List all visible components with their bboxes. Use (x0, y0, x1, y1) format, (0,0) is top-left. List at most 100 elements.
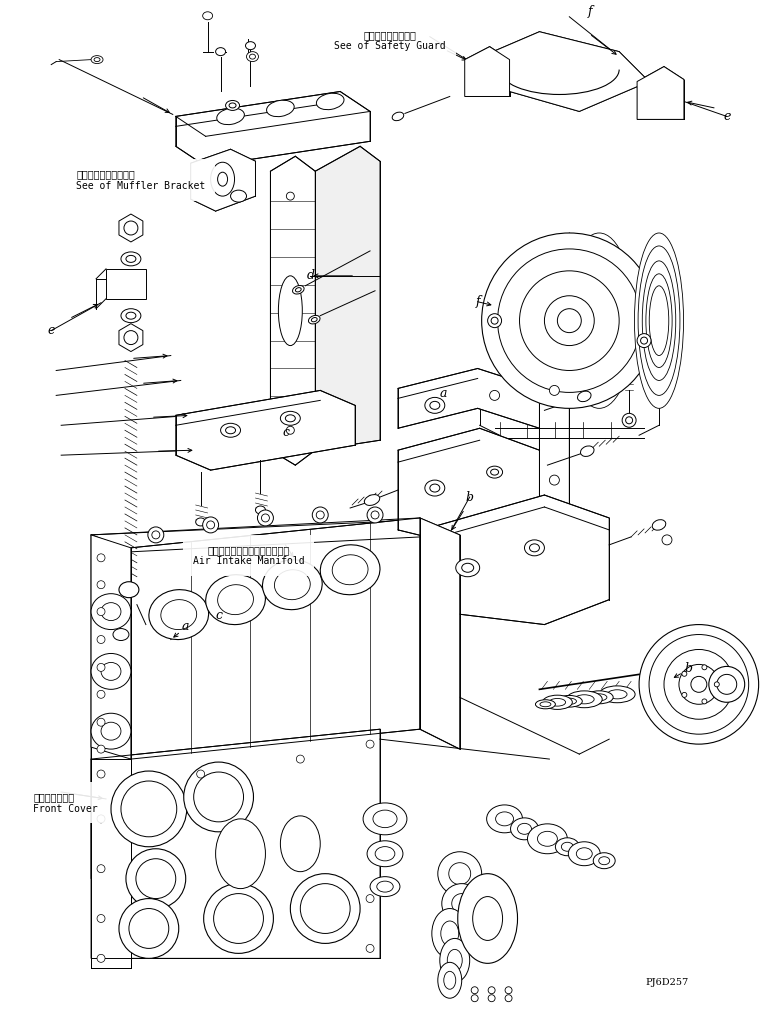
Circle shape (366, 895, 374, 903)
Circle shape (126, 849, 186, 908)
Text: c: c (283, 426, 290, 439)
Circle shape (488, 995, 495, 1002)
Ellipse shape (456, 559, 480, 577)
Circle shape (258, 510, 274, 526)
Polygon shape (119, 214, 143, 242)
Ellipse shape (316, 93, 344, 110)
Ellipse shape (91, 713, 131, 749)
Polygon shape (176, 92, 370, 166)
Ellipse shape (652, 520, 666, 530)
Ellipse shape (568, 842, 601, 866)
Circle shape (702, 699, 707, 704)
Ellipse shape (94, 58, 100, 62)
Ellipse shape (575, 261, 623, 380)
Text: PJ6D257: PJ6D257 (645, 978, 689, 987)
Text: a: a (182, 621, 190, 633)
Circle shape (491, 317, 498, 324)
Polygon shape (470, 31, 649, 111)
Ellipse shape (447, 949, 463, 972)
Ellipse shape (281, 816, 320, 872)
Ellipse shape (564, 233, 635, 409)
Ellipse shape (216, 819, 265, 889)
Circle shape (505, 987, 512, 994)
Ellipse shape (537, 831, 557, 847)
Circle shape (97, 554, 105, 562)
Circle shape (682, 692, 687, 697)
Circle shape (286, 192, 295, 200)
Polygon shape (176, 390, 355, 470)
Ellipse shape (367, 840, 403, 867)
Circle shape (366, 741, 374, 748)
Polygon shape (465, 46, 510, 97)
Ellipse shape (274, 570, 310, 599)
Ellipse shape (444, 972, 456, 989)
Ellipse shape (206, 575, 265, 625)
Text: エアーインテークマニホールド
Air Intake Manifold: エアーインテークマニホールド Air Intake Manifold (193, 545, 305, 566)
Ellipse shape (577, 391, 591, 402)
Polygon shape (91, 730, 380, 959)
Circle shape (682, 671, 687, 676)
Ellipse shape (226, 101, 240, 110)
Circle shape (505, 995, 512, 1002)
Ellipse shape (221, 424, 241, 437)
Ellipse shape (425, 398, 445, 414)
Ellipse shape (245, 41, 255, 49)
Ellipse shape (438, 852, 482, 896)
Polygon shape (91, 759, 131, 969)
Text: e: e (723, 110, 730, 123)
Ellipse shape (231, 190, 247, 202)
Ellipse shape (642, 261, 675, 380)
Ellipse shape (452, 894, 472, 913)
Ellipse shape (377, 881, 393, 892)
Ellipse shape (292, 286, 304, 294)
Circle shape (97, 664, 105, 671)
Circle shape (97, 955, 105, 963)
Circle shape (625, 417, 633, 424)
Circle shape (204, 884, 274, 954)
Circle shape (296, 755, 305, 763)
Circle shape (550, 475, 560, 485)
Ellipse shape (392, 112, 404, 121)
Ellipse shape (203, 12, 213, 20)
Text: e: e (48, 324, 55, 337)
Ellipse shape (635, 233, 684, 409)
Ellipse shape (487, 466, 503, 478)
Circle shape (471, 987, 478, 994)
Circle shape (261, 514, 269, 522)
Circle shape (550, 385, 560, 396)
Circle shape (490, 390, 500, 401)
Polygon shape (271, 156, 315, 465)
Circle shape (97, 718, 105, 726)
Ellipse shape (365, 494, 380, 506)
Circle shape (471, 995, 478, 1002)
Ellipse shape (121, 309, 141, 323)
Ellipse shape (217, 584, 254, 614)
Ellipse shape (226, 427, 236, 434)
Ellipse shape (320, 545, 380, 594)
Circle shape (641, 337, 648, 344)
Ellipse shape (196, 518, 206, 526)
Ellipse shape (664, 650, 734, 719)
Text: フロントカバー
Front Cover: フロントカバー Front Cover (33, 792, 98, 813)
Ellipse shape (210, 162, 234, 196)
Circle shape (113, 277, 125, 290)
Ellipse shape (574, 695, 594, 704)
Ellipse shape (646, 273, 672, 367)
Circle shape (183, 762, 254, 831)
Ellipse shape (126, 312, 136, 319)
Circle shape (97, 770, 105, 778)
Polygon shape (540, 341, 569, 530)
Circle shape (286, 426, 295, 434)
Ellipse shape (490, 469, 499, 475)
Circle shape (119, 899, 179, 959)
Ellipse shape (458, 874, 517, 964)
Circle shape (97, 865, 105, 873)
Polygon shape (422, 495, 609, 625)
Ellipse shape (709, 666, 745, 702)
Ellipse shape (717, 674, 737, 694)
Ellipse shape (161, 599, 197, 630)
Ellipse shape (267, 100, 295, 117)
Ellipse shape (247, 51, 258, 62)
Polygon shape (398, 428, 540, 550)
Ellipse shape (217, 173, 227, 186)
